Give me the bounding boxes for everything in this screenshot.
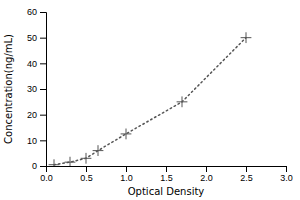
y-tick: 20: [27, 110, 46, 120]
y-tick: 10: [27, 136, 46, 146]
x-axis: 0.0 0.5 1.0 1.5 2.0 2.5 3.0: [40, 166, 293, 183]
series: [49, 32, 252, 166]
y-tick: 30: [27, 84, 46, 94]
y-tick: 50: [27, 33, 46, 43]
x-tick-label: 3.0: [280, 173, 293, 183]
y-axis: 0 10 20 30 40 50 60: [27, 7, 47, 171]
marker: [49, 159, 60, 166]
y-tick-mark: [40, 38, 46, 39]
y-tick-mark: [40, 63, 46, 64]
y-tick-label: 50: [27, 33, 37, 43]
marker: [81, 153, 92, 164]
y-tick-label: 60: [27, 7, 37, 17]
x-tick: 0.0: [40, 166, 53, 183]
x-tick: 1.0: [120, 166, 133, 183]
plot: 0.0 0.5 1.0 1.5 2.0 2.5 3.0 0 10 20 30 40 50 60 Optica…: [3, 7, 293, 197]
x-tick-label: 0.0: [40, 173, 53, 183]
y-tick-label: 0: [32, 161, 37, 171]
marker: [65, 157, 76, 166]
y-tick: 0: [32, 161, 46, 171]
x-tick-mark: [286, 166, 287, 172]
x-tick: 0.5: [80, 166, 93, 183]
y-tick-label: 30: [27, 84, 37, 94]
chart: 0.0 0.5 1.0 1.5 2.0 2.5 3.0 0 10 20 30 40 50 60 Optica…: [0, 0, 300, 200]
marker: [93, 145, 104, 156]
y-tick-label: 10: [27, 136, 37, 146]
marker: [241, 32, 252, 43]
x-tick-label: 2.0: [200, 173, 213, 183]
y-tick-label: 40: [27, 59, 37, 69]
x-tick-label: 1.5: [160, 173, 173, 183]
x-tick-mark: [206, 166, 207, 172]
x-tick: 2.0: [200, 166, 213, 183]
x-tick-label: 1.0: [120, 173, 133, 183]
y-axis-line: [40, 13, 47, 167]
x-tick-mark: [86, 166, 87, 172]
x-axis-line: [47, 167, 287, 173]
y-tick: 40: [27, 59, 46, 69]
y-tick-mark: [40, 166, 46, 167]
y-axis-title: Concentration(ng/mL): [3, 34, 14, 144]
y-tick: 60: [27, 7, 46, 17]
x-tick: 3.0: [280, 166, 293, 183]
x-tick-label: 2.5: [240, 173, 253, 183]
x-tick-mark: [126, 166, 127, 172]
marker: [121, 129, 132, 140]
x-tick-mark: [166, 166, 167, 172]
y-tick-mark: [40, 12, 46, 13]
y-tick-mark: [40, 140, 46, 141]
y-tick-mark: [40, 89, 46, 90]
x-tick: 1.5: [160, 166, 173, 183]
marker: [177, 96, 188, 107]
y-tick-mark: [40, 115, 46, 116]
y-tick-label: 20: [27, 110, 37, 120]
x-axis-title: Optical Density: [128, 186, 205, 197]
line: [54, 38, 246, 165]
x-tick: 2.5: [240, 166, 253, 183]
x-tick-label: 0.5: [80, 173, 93, 183]
x-tick-mark: [246, 166, 247, 172]
